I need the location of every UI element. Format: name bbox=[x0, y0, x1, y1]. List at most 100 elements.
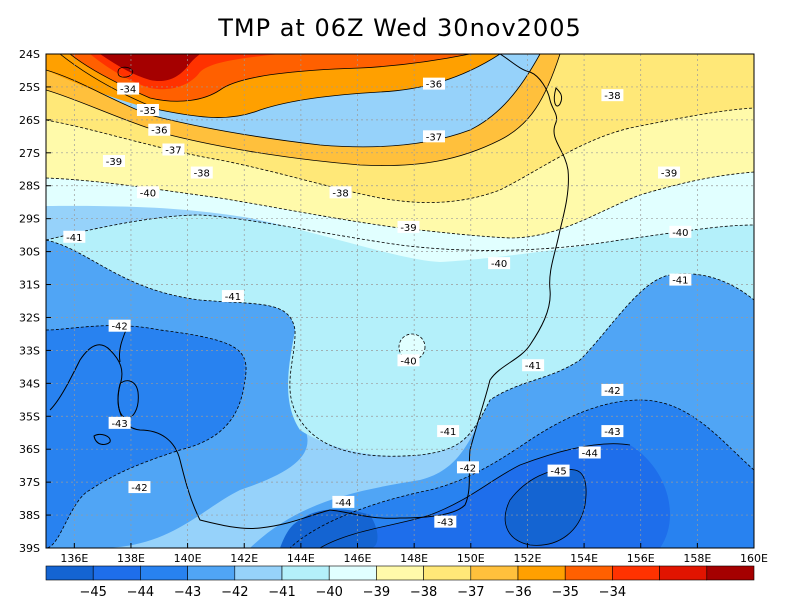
contour-label-bg bbox=[108, 416, 131, 429]
contour-label-bg bbox=[136, 103, 159, 116]
contour-label-bg bbox=[162, 143, 185, 156]
lat-tick-label: 27S bbox=[19, 147, 40, 160]
colorbar-label: −38 bbox=[410, 585, 437, 600]
lon-tick-label: 146E bbox=[344, 552, 372, 565]
contour-label-text: -42 bbox=[131, 483, 147, 494]
contour-label: -44 bbox=[332, 495, 355, 509]
lat-tick-label: 39S bbox=[19, 542, 40, 555]
colorbar-label: −43 bbox=[174, 585, 201, 600]
lon-tick-label: 156E bbox=[627, 552, 655, 565]
contour-label-text: -34 bbox=[120, 85, 136, 96]
lat-tick-label: 37S bbox=[19, 476, 40, 489]
contour-label-text: -39 bbox=[661, 169, 677, 180]
contour-label-text: -39 bbox=[106, 157, 122, 168]
colorbar-swatch bbox=[423, 565, 472, 581]
plot-frame bbox=[45, 53, 755, 549]
contour-label-text: -38 bbox=[604, 91, 620, 102]
contour-label-text: -40 bbox=[491, 259, 507, 270]
lat-tick-label: 29S bbox=[19, 213, 40, 226]
contour-label-text: -44 bbox=[335, 498, 351, 509]
colorbar-label: −37 bbox=[457, 585, 484, 600]
lon-tick-label: 160E bbox=[740, 552, 768, 565]
contour-label-bg bbox=[117, 82, 140, 95]
contour-label-bg bbox=[136, 186, 159, 199]
contour-label-text: -36 bbox=[151, 126, 167, 137]
lat-tick-label: 36S bbox=[19, 443, 40, 456]
contour-label: -34 bbox=[117, 82, 140, 96]
colorbar: −45 −44 −43 −42 −41 −40 −39 −38 −37 −36 −35 −34 bbox=[45, 565, 755, 600]
colorbar-label: −42 bbox=[221, 585, 248, 600]
contour-label: -40 bbox=[488, 257, 511, 270]
contour-label-bg bbox=[221, 290, 244, 303]
contour-label: -38 bbox=[329, 186, 352, 199]
colorbar-label: −45 bbox=[79, 585, 106, 600]
contour-label-bg bbox=[422, 77, 445, 90]
colorbar-label: −35 bbox=[551, 585, 578, 600]
lat-tick-label: 28S bbox=[19, 180, 40, 193]
contour-label-text: -41 bbox=[440, 427, 456, 438]
contour-label-bg bbox=[397, 220, 420, 233]
lat-tick-label: 25S bbox=[19, 81, 40, 94]
contour-label: -42 bbox=[601, 383, 624, 397]
contour-label-bg bbox=[332, 495, 355, 508]
filled-contours bbox=[46, 54, 754, 548]
colorbar-swatch bbox=[706, 565, 755, 581]
contour-label-bg bbox=[601, 425, 624, 438]
contour-label: -45 bbox=[547, 464, 570, 478]
colorbar-swatch bbox=[659, 565, 708, 581]
contour-label: -43 bbox=[108, 416, 131, 430]
contour-label: -36 bbox=[148, 123, 171, 137]
colorbar-label: −34 bbox=[599, 585, 626, 600]
lon-tick-label: 152E bbox=[513, 552, 541, 565]
contour-labels: -34 -35 -36 -37 -38 -39 -40 -41 -36 -37 -38 -39 -38 -… bbox=[63, 77, 692, 529]
contour-label-bg bbox=[456, 461, 479, 474]
contour-label: -42 bbox=[128, 481, 151, 494]
lon-tick-label: 138E bbox=[117, 552, 145, 565]
colorbar-label: −44 bbox=[127, 585, 154, 600]
contour-label-text: -37 bbox=[426, 132, 442, 143]
contour-label-text: -43 bbox=[437, 518, 453, 529]
contour-label: -43 bbox=[601, 425, 624, 438]
contour-label-text: -41 bbox=[672, 276, 688, 287]
contour-label: -38 bbox=[601, 89, 624, 102]
contour-label-bg bbox=[547, 464, 570, 477]
longitude-axis: 136E 138E 140E 142E 144E 146E 148E 150E 152E 154E… bbox=[60, 543, 768, 565]
contour-label-bg bbox=[422, 130, 445, 143]
contour-label-bg bbox=[329, 186, 352, 199]
contour-label-text: -41 bbox=[525, 361, 541, 372]
colorbar-label: −39 bbox=[363, 585, 390, 600]
contour-label: -39 bbox=[658, 166, 681, 180]
contour-label: -42 bbox=[108, 319, 131, 333]
contour-label-text: -40 bbox=[400, 356, 416, 367]
contour-label-text: -39 bbox=[400, 223, 416, 234]
contour-label: -36 bbox=[422, 77, 445, 91]
contour-label: -35 bbox=[136, 103, 159, 117]
colorbar-swatch bbox=[92, 565, 141, 581]
lon-tick-label: 142E bbox=[230, 552, 258, 565]
contour-label-text: -40 bbox=[672, 228, 688, 239]
contour-label: -38 bbox=[190, 166, 213, 180]
contour-label: -40 bbox=[397, 354, 420, 367]
lon-tick-label: 144E bbox=[287, 552, 315, 565]
contour-label: -41 bbox=[221, 290, 244, 303]
contour-label-text: -36 bbox=[426, 80, 442, 91]
colorbar-swatch bbox=[376, 565, 424, 581]
contour-label-bg bbox=[658, 166, 681, 179]
contour-label-bg bbox=[434, 515, 457, 528]
lon-tick-label: 154E bbox=[570, 552, 598, 565]
colorbar-swatch bbox=[234, 565, 283, 581]
colorbar-label: −40 bbox=[315, 585, 342, 600]
colorbar-swatch bbox=[140, 565, 188, 581]
lat-tick-label: 38S bbox=[19, 509, 40, 522]
contour-label: -39 bbox=[102, 155, 125, 168]
contour-label-text: -44 bbox=[582, 448, 598, 459]
lon-tick-label: 150E bbox=[457, 552, 485, 565]
contour-label-text: -41 bbox=[225, 292, 241, 303]
contour-label-text: -45 bbox=[550, 467, 566, 478]
contour-label-text: -42 bbox=[111, 322, 127, 333]
contour-label: -39 bbox=[397, 220, 420, 234]
lat-tick-label: 32S bbox=[19, 311, 40, 324]
latitude-axis: 24S 25S 26S 27S 28S 29S 30S 31S 32S 33S 34S 35S 36S 3… bbox=[19, 48, 51, 555]
gridlines bbox=[46, 54, 754, 548]
contour-label: -44 bbox=[578, 446, 601, 459]
